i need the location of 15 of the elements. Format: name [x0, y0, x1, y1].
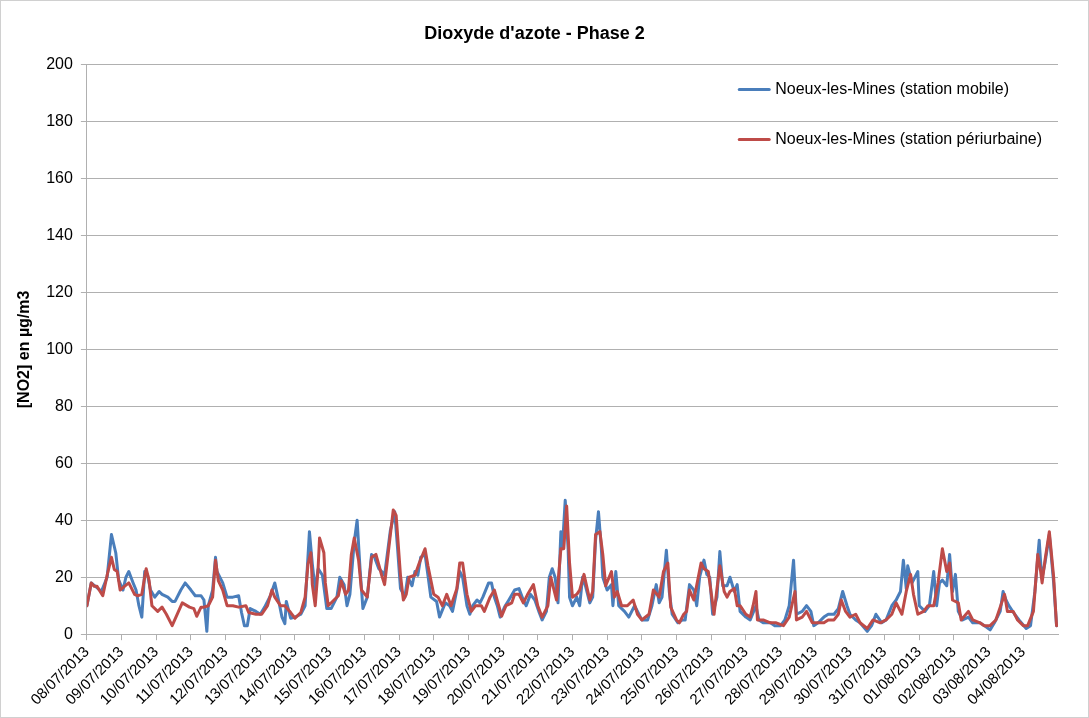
y-tick-label: 20 [55, 567, 73, 585]
y-tick-label: 60 [55, 453, 73, 471]
chart-title: Dioxyde d'azote - Phase 2 [424, 22, 645, 43]
y-tick-label: 0 [63, 624, 73, 642]
y-axis-title: [NO2] en µg/m3 [15, 290, 33, 409]
y-tick-label: 140 [46, 225, 73, 243]
y-tick-label: 120 [46, 282, 73, 300]
y-tick-label: 160 [46, 168, 73, 186]
y-tick-label: 200 [46, 55, 73, 73]
legend-label: Noeux-les-Mines (station périurbaine) [775, 130, 1042, 148]
y-tick-label: 180 [46, 111, 73, 129]
y-tick-label: 80 [55, 396, 73, 414]
legend-label: Noeux-les-Mines (station mobile) [775, 80, 1010, 98]
y-tick-label: 100 [46, 339, 73, 357]
y-tick-label: 40 [55, 510, 73, 528]
